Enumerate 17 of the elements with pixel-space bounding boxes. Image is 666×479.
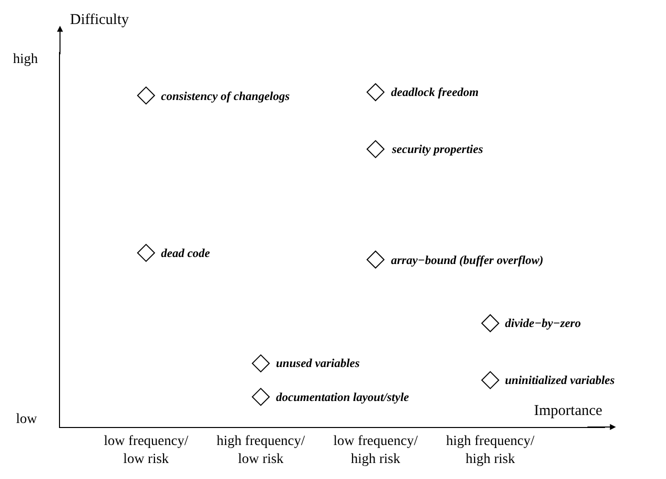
x-tick-label: low frequency/ low risk (104, 434, 188, 467)
annotation: consistency of changelogs (161, 89, 290, 103)
text: low (16, 412, 38, 427)
annotation: divide−by−zero (505, 316, 581, 330)
x-tick-label: high frequency/ high risk (446, 434, 534, 467)
annotation: array−bound (buffer overflow) (391, 253, 544, 267)
x-axis-title: Importance (534, 403, 603, 419)
annotation: deadlock freedom (391, 85, 479, 99)
annotation: dead code (161, 246, 211, 260)
text: high (13, 52, 38, 67)
x-tick-label: low frequency/ high risk (333, 434, 418, 467)
y-axis-title: Difficulty (70, 12, 130, 28)
x-tick-label: high frequency/ low risk (216, 434, 306, 467)
annotation: documentation layout/style (276, 390, 410, 404)
annotation: security properties (391, 142, 484, 156)
annotation: unused variables (276, 356, 360, 370)
annotation: uninitialized variables (505, 373, 616, 387)
